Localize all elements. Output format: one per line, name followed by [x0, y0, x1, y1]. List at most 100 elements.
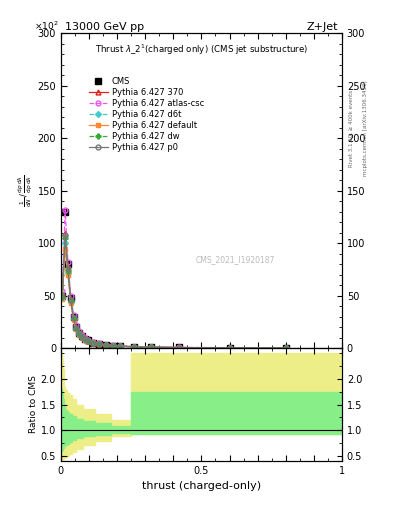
- Pythia 6.427 default: [283, 345, 288, 351]
- Pythia 6.427 dw: [60, 294, 65, 300]
- Pythia 6.427 370: [77, 331, 81, 337]
- Pythia 6.427 370: [80, 334, 84, 340]
- CMS: [74, 324, 79, 330]
- Pythia 6.427 d6t: [85, 338, 90, 344]
- Pythia 6.427 default: [71, 317, 76, 323]
- Pythia 6.427 d6t: [97, 341, 101, 347]
- Pythia 6.427 370: [83, 336, 87, 343]
- X-axis label: thrust (charged-only): thrust (charged-only): [142, 481, 261, 491]
- CMS: [227, 345, 232, 351]
- Pythia 6.427 p0: [91, 340, 95, 346]
- Pythia 6.427 atlas-csc: [60, 287, 65, 293]
- Pythia 6.427 atlas-csc: [83, 335, 87, 341]
- Pythia 6.427 d6t: [80, 334, 84, 340]
- Pythia 6.427 d6t: [176, 345, 181, 351]
- Pythia 6.427 default: [85, 338, 90, 345]
- Text: $\times10^2$: $\times10^2$: [34, 19, 58, 32]
- Pythia 6.427 atlas-csc: [97, 340, 101, 347]
- Pythia 6.427 p0: [97, 341, 101, 347]
- Pythia 6.427 default: [80, 334, 84, 340]
- Pythia 6.427 atlas-csc: [63, 207, 68, 213]
- Line: Pythia 6.427 dw: Pythia 6.427 dw: [60, 236, 288, 350]
- Pythia 6.427 d6t: [118, 343, 122, 349]
- Pythia 6.427 dw: [63, 235, 68, 241]
- Pythia 6.427 atlas-csc: [149, 344, 153, 350]
- CMS: [80, 333, 84, 339]
- Pythia 6.427 370: [66, 265, 70, 271]
- Line: Pythia 6.427 d6t: Pythia 6.427 d6t: [60, 241, 288, 350]
- CMS: [110, 343, 115, 349]
- Pythia 6.427 dw: [85, 338, 90, 344]
- Pythia 6.427 370: [71, 315, 76, 321]
- Pythia 6.427 default: [118, 344, 122, 350]
- Line: CMS: CMS: [60, 209, 288, 351]
- Pythia 6.427 dw: [118, 343, 122, 349]
- Pythia 6.427 default: [97, 342, 101, 348]
- Pythia 6.427 p0: [68, 297, 73, 303]
- Pythia 6.427 dw: [97, 341, 101, 347]
- Pythia 6.427 d6t: [74, 326, 79, 332]
- Pythia 6.427 atlas-csc: [176, 344, 181, 350]
- Text: mcplots.cern.ch [arXiv:1306.3436]: mcplots.cern.ch [arXiv:1306.3436]: [363, 80, 368, 176]
- Pythia 6.427 default: [132, 344, 136, 350]
- Pythia 6.427 atlas-csc: [74, 322, 79, 328]
- Pythia 6.427 default: [77, 331, 81, 337]
- Pythia 6.427 atlas-csc: [71, 312, 76, 318]
- Pythia 6.427 dw: [132, 344, 136, 350]
- Pythia 6.427 default: [74, 326, 79, 332]
- Pythia 6.427 p0: [283, 345, 288, 351]
- Pythia 6.427 p0: [63, 232, 68, 238]
- Pythia 6.427 dw: [283, 345, 288, 351]
- Pythia 6.427 default: [227, 345, 232, 351]
- CMS: [176, 345, 181, 351]
- Pythia 6.427 p0: [85, 338, 90, 344]
- Pythia 6.427 default: [63, 245, 68, 251]
- Line: Pythia 6.427 default: Pythia 6.427 default: [60, 246, 288, 350]
- Pythia 6.427 default: [66, 272, 70, 278]
- CMS: [83, 336, 87, 342]
- Pythia 6.427 default: [91, 340, 95, 346]
- Pythia 6.427 370: [149, 344, 153, 350]
- Line: Pythia 6.427 p0: Pythia 6.427 p0: [60, 232, 288, 350]
- Pythia 6.427 370: [68, 297, 73, 303]
- Pythia 6.427 370: [283, 345, 288, 351]
- Pythia 6.427 370: [176, 345, 181, 351]
- Pythia 6.427 370: [132, 344, 136, 350]
- Pythia 6.427 370: [97, 341, 101, 347]
- CMS: [118, 343, 122, 349]
- Line: Pythia 6.427 atlas-csc: Pythia 6.427 atlas-csc: [60, 207, 288, 350]
- Pythia 6.427 atlas-csc: [85, 336, 90, 343]
- CMS: [71, 314, 76, 320]
- CMS: [149, 344, 153, 350]
- Pythia 6.427 default: [103, 343, 108, 349]
- Pythia 6.427 dw: [149, 344, 153, 350]
- CMS: [103, 342, 108, 348]
- Pythia 6.427 dw: [66, 267, 70, 273]
- CMS: [132, 344, 136, 350]
- Pythia 6.427 atlas-csc: [118, 343, 122, 349]
- Pythia 6.427 370: [110, 343, 115, 349]
- CMS: [60, 293, 65, 299]
- Pythia 6.427 p0: [227, 345, 232, 351]
- Pythia 6.427 d6t: [68, 299, 73, 305]
- Pythia 6.427 p0: [66, 265, 70, 271]
- Pythia 6.427 p0: [149, 344, 153, 350]
- Pythia 6.427 atlas-csc: [227, 345, 232, 351]
- Pythia 6.427 p0: [110, 343, 115, 349]
- CMS: [97, 341, 101, 347]
- Pythia 6.427 atlas-csc: [77, 328, 81, 334]
- CMS: [77, 330, 81, 336]
- Pythia 6.427 dw: [176, 345, 181, 351]
- Pythia 6.427 d6t: [66, 270, 70, 276]
- Legend: CMS, Pythia 6.427 370, Pythia 6.427 atlas-csc, Pythia 6.427 d6t, Pythia 6.427 de: CMS, Pythia 6.427 370, Pythia 6.427 atla…: [88, 75, 206, 154]
- Pythia 6.427 d6t: [77, 331, 81, 337]
- CMS: [85, 337, 90, 344]
- Pythia 6.427 d6t: [283, 345, 288, 351]
- Pythia 6.427 370: [103, 342, 108, 348]
- Pythia 6.427 d6t: [103, 342, 108, 348]
- Line: Pythia 6.427 370: Pythia 6.427 370: [60, 230, 288, 350]
- Pythia 6.427 370: [91, 340, 95, 346]
- Pythia 6.427 d6t: [63, 240, 68, 246]
- Y-axis label: $\frac{1}{\mathrm{d}N}\,/\,\frac{\mathrm{d}p\,\mathrm{d}\lambda}{\mathrm{d}p\,\m: $\frac{1}{\mathrm{d}N}\,/\,\frac{\mathrm…: [16, 175, 35, 207]
- Pythia 6.427 p0: [74, 325, 79, 331]
